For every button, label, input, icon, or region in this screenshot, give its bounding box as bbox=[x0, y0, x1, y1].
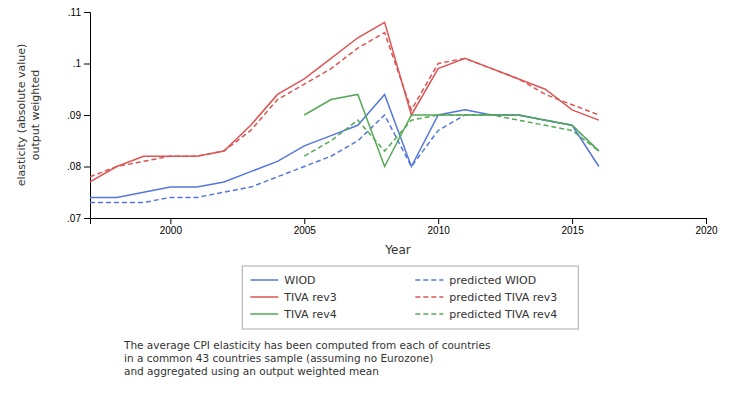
y-tick: .09 bbox=[67, 110, 90, 121]
chart: 2000 2005 2010 2015 2020 .07 .08 .09 .1 .11 Year el… bbox=[0, 0, 730, 409]
series-line bbox=[304, 115, 599, 156]
y-tick-label: .11 bbox=[68, 7, 82, 18]
y-tick-mark bbox=[84, 218, 90, 219]
series-line bbox=[90, 22, 599, 182]
x-tick-label: 2020 bbox=[695, 225, 718, 236]
series-line bbox=[90, 94, 599, 197]
x-tick-mark bbox=[304, 218, 305, 224]
x-tick-mark bbox=[706, 218, 707, 224]
x-tick: 2005 bbox=[294, 218, 317, 236]
legend-swatch bbox=[250, 279, 278, 281]
y-tick: .11 bbox=[68, 7, 90, 18]
x-tick-label: 2010 bbox=[428, 225, 451, 236]
legend-swatch bbox=[415, 296, 443, 298]
legend-item: predicted TIVA rev4 bbox=[415, 308, 557, 321]
x-tick: 2010 bbox=[428, 218, 451, 236]
y-tick-mark bbox=[84, 64, 90, 65]
legend-label: TIVA rev4 bbox=[283, 308, 336, 321]
y-tick-label: .1 bbox=[73, 58, 82, 69]
x-tick-label: 2000 bbox=[160, 225, 183, 236]
legend-label: predicted TIVA rev3 bbox=[449, 291, 557, 304]
x-tick: 2015 bbox=[561, 218, 584, 236]
y-axis-title-line: output weighted bbox=[29, 70, 42, 161]
series-line bbox=[90, 33, 599, 177]
legend-label: WIOD bbox=[284, 274, 315, 287]
x-tick-mark bbox=[438, 218, 439, 224]
legend-item: predicted TIVA rev3 bbox=[415, 291, 557, 304]
y-tick-label: .08 bbox=[67, 161, 81, 172]
footnote-line: and aggregated using an output weighted … bbox=[124, 365, 379, 377]
y-tick: .1 bbox=[73, 58, 90, 69]
legend-label: predicted TIVA rev4 bbox=[449, 308, 557, 321]
footnote-line: The average CPI elasticity has been comp… bbox=[123, 339, 490, 351]
footnote-line: in a common 43 countries sample (assumin… bbox=[124, 352, 433, 364]
y-tick-label: .07 bbox=[67, 213, 81, 224]
y-tick: .07 bbox=[67, 213, 90, 224]
legend-swatch bbox=[415, 313, 443, 315]
legend-swatch bbox=[250, 296, 278, 298]
lines bbox=[90, 22, 599, 202]
y-tick-label: .09 bbox=[67, 110, 81, 121]
x-axis: 2000 2005 2010 2015 2020 bbox=[91, 218, 719, 236]
series-line bbox=[304, 94, 599, 166]
footnote: The average CPI elasticity has been comp… bbox=[123, 339, 490, 377]
legend: WIOD predicted WIOD TIVA rev3 predicted TIV… bbox=[242, 266, 578, 329]
series-line bbox=[90, 115, 599, 203]
y-tick: .08 bbox=[67, 161, 90, 172]
x-axis-line bbox=[91, 219, 707, 225]
x-axis-title: Year bbox=[384, 243, 410, 257]
legend-swatch bbox=[415, 279, 443, 281]
y-tick-mark bbox=[84, 167, 90, 168]
y-axis: .07 .08 .09 .1 .11 bbox=[67, 7, 90, 224]
legend-frame bbox=[242, 266, 578, 329]
legend-item: TIVA rev4 bbox=[250, 308, 336, 321]
legend-label: TIVA rev3 bbox=[283, 291, 336, 304]
x-tick: 2000 bbox=[160, 218, 183, 236]
y-axis-line bbox=[84, 13, 91, 219]
y-tick-mark bbox=[84, 12, 90, 13]
y-tick-mark bbox=[84, 115, 90, 116]
x-tick: 2020 bbox=[695, 218, 718, 236]
x-tick-mark bbox=[170, 218, 171, 224]
plot-area: 2000 2005 2010 2015 2020 .07 .08 .09 .1 .11 bbox=[67, 7, 718, 236]
y-axis-title-line: elasticity (absolute value) bbox=[15, 44, 28, 187]
x-tick-label: 2015 bbox=[561, 225, 584, 236]
legend-swatch bbox=[250, 313, 278, 315]
legend-item: WIOD bbox=[250, 274, 315, 287]
legend-item: predicted WIOD bbox=[415, 274, 536, 287]
x-tick-label: 2005 bbox=[294, 225, 317, 236]
x-tick-mark bbox=[572, 218, 573, 224]
legend-label: predicted WIOD bbox=[449, 274, 536, 287]
legend-item: TIVA rev3 bbox=[250, 291, 336, 304]
y-axis-title: elasticity (absolute value)output weight… bbox=[15, 44, 41, 187]
